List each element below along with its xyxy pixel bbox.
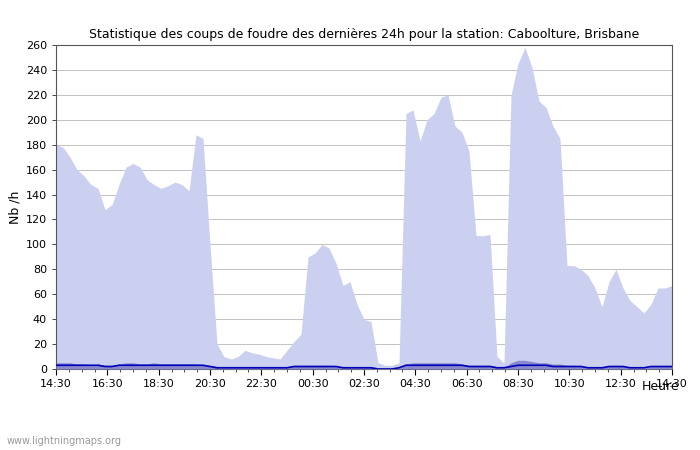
Y-axis label: Nb /h: Nb /h xyxy=(8,190,22,224)
Title: Statistique des coups de foudre des dernières 24h pour la station: Caboolture, B: Statistique des coups de foudre des dern… xyxy=(89,28,639,41)
Text: Heure: Heure xyxy=(641,380,679,393)
Text: www.lightningmaps.org: www.lightningmaps.org xyxy=(7,436,122,446)
